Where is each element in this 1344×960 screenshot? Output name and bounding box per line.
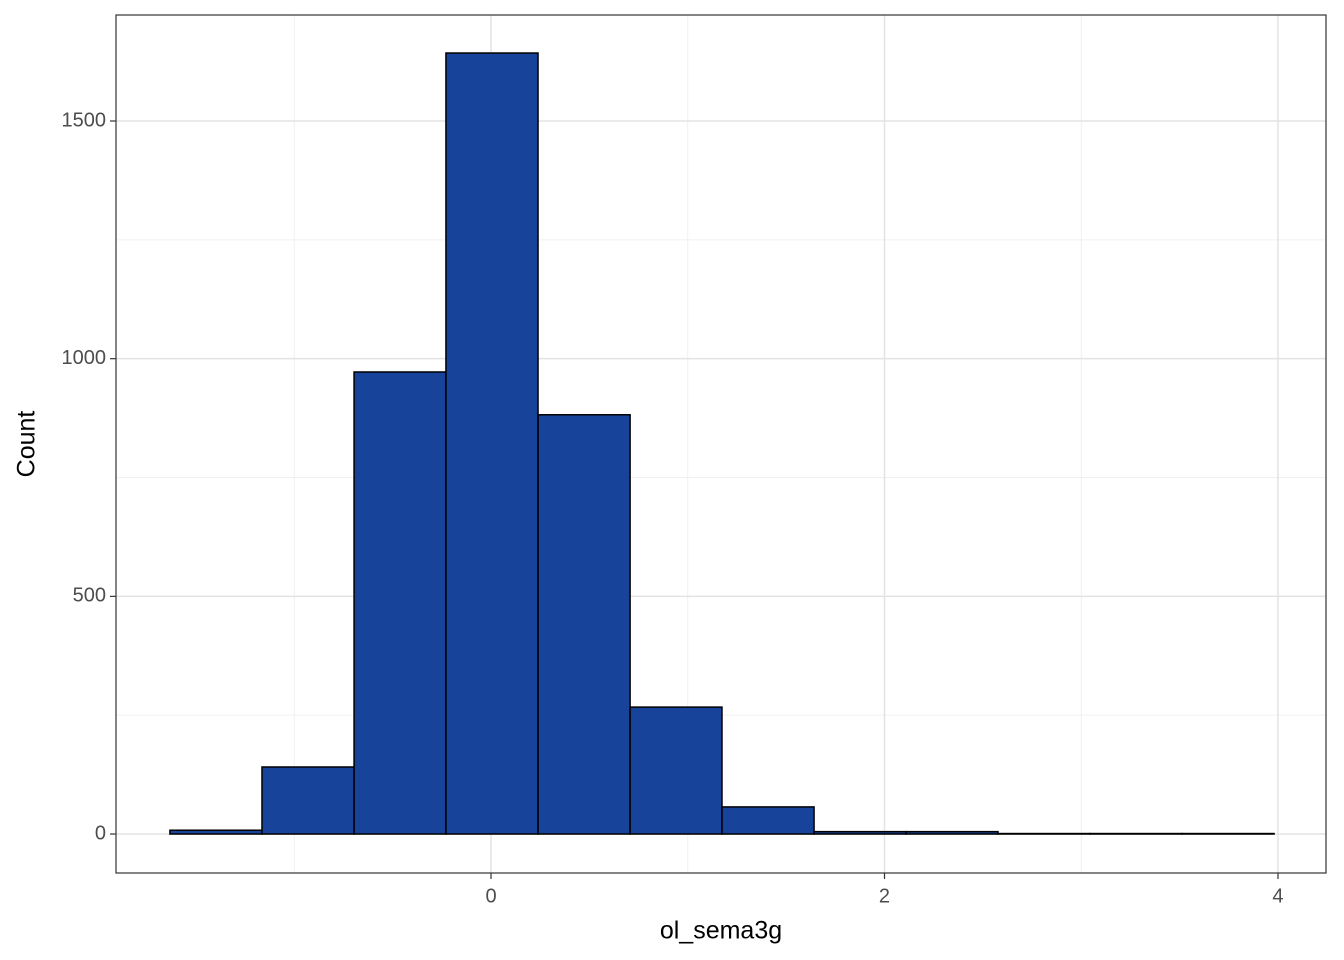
plot-border [115,14,1327,874]
y-tick-label: 1000 [62,347,107,369]
bar [629,706,723,835]
x-tick-label: 2 [879,885,890,907]
bar [445,52,539,835]
y-tick-label: 500 [73,585,106,607]
bar [813,830,907,835]
x-axis-title: ol_sema3g [660,917,782,945]
bar [905,830,999,835]
y-axis-title: Count [13,411,41,478]
y-tick-label: 0 [95,822,106,844]
bar [169,829,263,835]
x-tick-label: 0 [485,885,496,907]
bar [353,371,447,835]
x-tick-label: 4 [1272,885,1283,907]
y-tick-label: 1500 [62,109,107,131]
bar [261,766,355,835]
bar [721,806,815,835]
bar [537,414,631,835]
